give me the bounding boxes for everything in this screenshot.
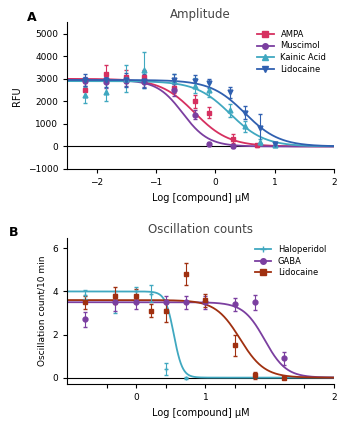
X-axis label: Log [compound] μM: Log [compound] μM	[152, 408, 249, 417]
Text: B: B	[9, 226, 18, 239]
Legend: Haloperidol, GABA, Lidocaine: Haloperidol, GABA, Lidocaine	[251, 242, 330, 280]
Legend: AMPA, Muscimol, Kainic Acid, Lidocaine: AMPA, Muscimol, Kainic Acid, Lidocaine	[254, 27, 330, 77]
Text: A: A	[27, 11, 37, 24]
Title: Amplitude: Amplitude	[170, 9, 231, 21]
Y-axis label: Oscillation count/10 min: Oscillation count/10 min	[38, 256, 47, 366]
X-axis label: Log [compound] μM: Log [compound] μM	[152, 193, 249, 203]
Title: Oscillation counts: Oscillation counts	[148, 223, 253, 236]
Y-axis label: RFU: RFU	[12, 86, 22, 106]
